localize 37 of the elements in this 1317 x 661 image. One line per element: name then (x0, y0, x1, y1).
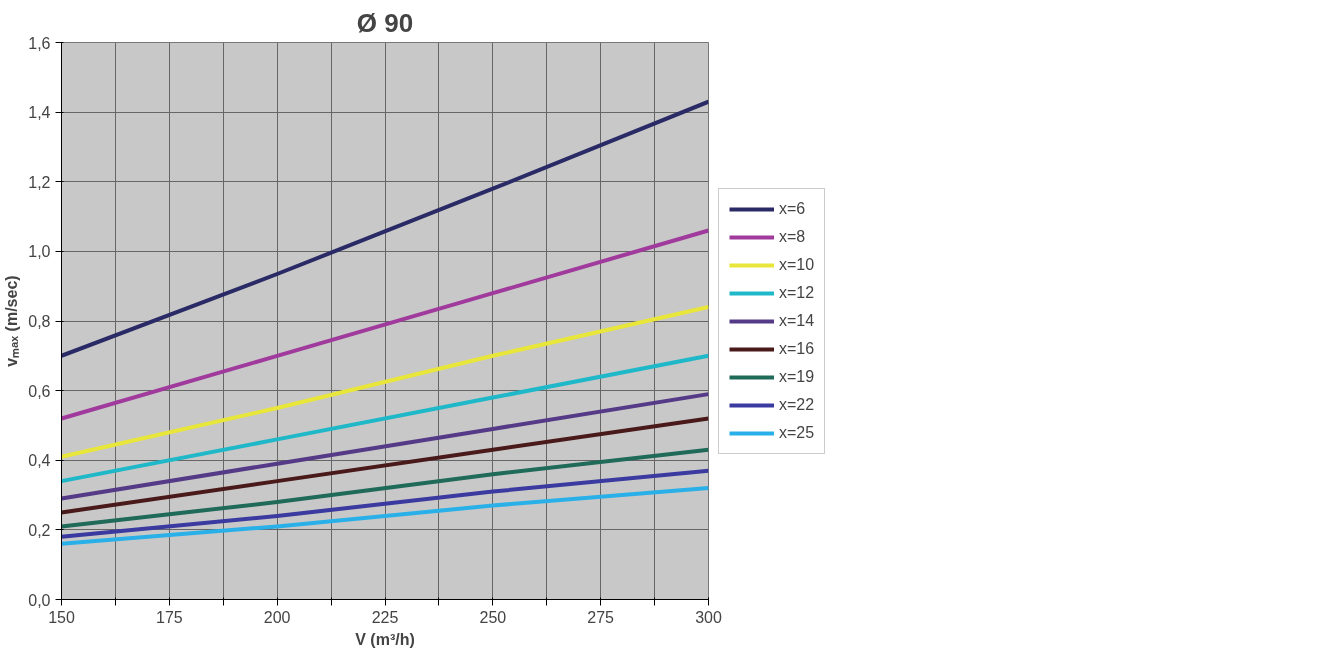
legend-label: x=12 (779, 283, 815, 302)
x-tick-label: 250 (479, 608, 507, 626)
y-tick-label: 0,2 (28, 521, 51, 539)
legend-label: x=8 (779, 227, 806, 246)
legend-label: x=22 (779, 395, 815, 414)
x-tick-label: 150 (48, 608, 75, 626)
x-tick-label: 225 (371, 608, 399, 626)
y-tick-label: 0,6 (28, 382, 51, 400)
line-series (61, 353, 709, 484)
x-tick-label: 175 (155, 608, 183, 626)
legend-label: x=16 (779, 339, 815, 358)
y-tick-label: 1,6 (28, 34, 51, 52)
line-series (61, 392, 709, 501)
y-tick-label: 0,8 (28, 313, 51, 330)
line-series (61, 468, 709, 539)
line-series (61, 447, 709, 529)
chart-title: Ø 90 (356, 7, 414, 38)
x-tick-label: 300 (695, 608, 722, 626)
y-tick-label: 1,2 (28, 173, 51, 191)
y-tick-label: 1,4 (28, 104, 51, 122)
x-axis-title: V (m³/h) (355, 630, 415, 648)
legend-label: x=14 (779, 311, 815, 330)
x-tick-label: 200 (263, 608, 291, 626)
legend-label: x=10 (779, 255, 815, 274)
y-tick-label: 0,0 (28, 591, 51, 609)
y-tick-label: 0,4 (28, 452, 51, 470)
y-tick-label: 1,0 (28, 243, 51, 261)
x-tick-label: 275 (587, 608, 615, 626)
line-series (61, 486, 709, 546)
legend-label: x=6 (779, 199, 806, 218)
line-series (61, 99, 709, 358)
y-axis-title: vₘₐₓ (m/sec) (3, 275, 21, 367)
legend-label: x=25 (779, 423, 815, 442)
line-series (61, 305, 709, 459)
line-series (61, 416, 709, 515)
line-series (61, 228, 709, 421)
legend-label: x=19 (779, 367, 815, 386)
